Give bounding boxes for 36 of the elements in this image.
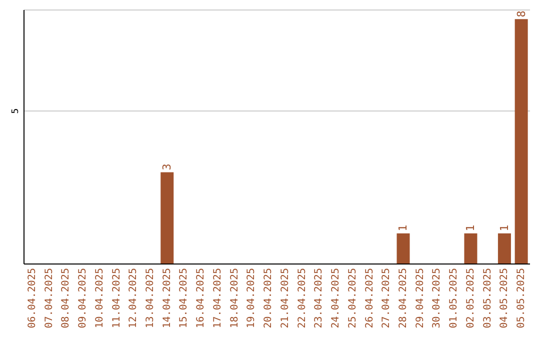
x-tick-label: 12.04.2025 [128, 268, 140, 328]
data-label: 1 [464, 224, 478, 232]
x-tick-label: 24.04.2025 [330, 268, 342, 328]
data-label: 8 [514, 10, 528, 18]
x-tick-label: 07.04.2025 [44, 268, 55, 328]
x-tick-label: 03.05.2025 [482, 268, 494, 328]
x-tick-label: 15.04.2025 [178, 268, 190, 328]
x-tick-label: 21.04.2025 [280, 268, 291, 328]
x-tick-label: 09.04.2025 [78, 268, 89, 328]
x-tick-label: 19.04.2025 [246, 268, 258, 328]
x-tick-label: 30.04.2025 [432, 268, 443, 328]
data-label: 1 [498, 224, 511, 232]
x-tick-label: 01.05.2025 [448, 268, 460, 328]
x-tick-label: 22.04.2025 [296, 268, 308, 328]
x-tick-label: 25.04.2025 [347, 268, 358, 328]
x-tick-label: 13.04.2025 [145, 268, 156, 328]
x-tick-label: 06.04.2025 [26, 268, 38, 328]
y-tick-label: 5 [11, 108, 21, 114]
x-tick-label: 28.04.2025 [398, 268, 409, 328]
x-tick-label: 29.04.2025 [414, 268, 426, 328]
x-tick-label: 10.04.2025 [94, 268, 106, 328]
x-tick-label: 20.04.2025 [263, 268, 274, 328]
x-tick-label: 04.05.2025 [499, 268, 510, 328]
x-tick-label: 05.05.2025 [516, 268, 528, 328]
data-label: 3 [160, 164, 174, 170]
x-tick-label: 27.04.2025 [381, 268, 392, 328]
x-tick-label: 16.04.2025 [196, 268, 207, 328]
x-tick-label: 17.04.2025 [212, 268, 224, 328]
x-tick-label: 08.04.2025 [60, 268, 72, 328]
x-tick-label: 23.04.2025 [314, 268, 325, 328]
x-tick-label: 02.05.2025 [465, 268, 476, 328]
x-tick-label: 26.04.2025 [364, 268, 376, 328]
data-label: 1 [396, 224, 410, 232]
x-tick-label: 14.04.2025 [162, 268, 173, 328]
x-tick-label: 11.04.2025 [111, 268, 122, 328]
x-tick-label: 18.04.2025 [229, 268, 240, 328]
